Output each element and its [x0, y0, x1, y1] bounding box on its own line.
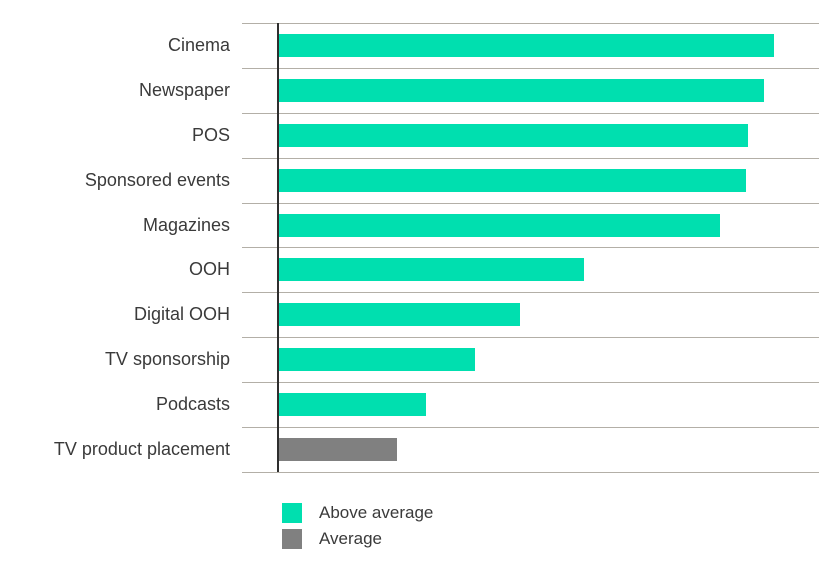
legend-label-average: Average	[319, 529, 383, 548]
category-label-tv-product-placement: TV product placement	[53, 438, 230, 459]
chart-row-tv-sponsorship: TV sponsorship	[0, 337, 819, 382]
chart-row-ooh: OOH	[0, 247, 819, 292]
gridline	[242, 337, 819, 339]
bar-digital-ooh	[279, 303, 520, 327]
average-swatch	[282, 529, 302, 549]
category-label-podcasts: Podcasts	[155, 394, 230, 415]
chart-row-digital-ooh: Digital OOH	[0, 292, 819, 337]
gridline	[242, 67, 819, 69]
gridline	[242, 427, 819, 429]
gridline	[242, 382, 819, 384]
bar-sponsored-events	[279, 168, 746, 192]
bar-cinema	[279, 33, 774, 57]
bar-newspaper	[279, 78, 764, 102]
category-label-digital-ooh: Digital OOH	[133, 304, 230, 325]
gridline	[242, 23, 819, 24]
bar-tv-sponsorship	[279, 348, 475, 372]
category-label-newspaper: Newspaper	[138, 79, 230, 100]
bottom-gridline	[242, 472, 819, 473]
chart-row-podcasts: Podcasts	[0, 382, 819, 427]
gridline	[242, 157, 819, 159]
legend-label-above-average: Above average	[319, 503, 434, 522]
bar-tv-product-placement	[279, 437, 397, 461]
gridline	[242, 292, 819, 294]
category-label-pos: POS	[191, 124, 230, 145]
chart-row-sponsored-events: Sponsored events	[0, 157, 819, 203]
bar-podcasts	[279, 393, 426, 417]
plot-area: Cinema Newspaper POS Sponsored events Magazi…	[0, 23, 819, 472]
legend-item-above-average: Above average	[282, 503, 433, 523]
category-label-cinema: Cinema	[167, 34, 230, 55]
legend-item-average: Average	[282, 529, 433, 549]
gridline	[242, 247, 819, 249]
category-label-magazines: Magazines	[142, 214, 230, 235]
category-axis-line	[277, 23, 279, 473]
bar-ooh	[279, 258, 584, 282]
legend: Above average Average	[282, 503, 433, 549]
gridline	[242, 202, 819, 204]
chart-row-tv-product-placement: TV product placement	[0, 427, 819, 472]
chart-row-magazines: Magazines	[0, 202, 819, 248]
category-label-sponsored-events: Sponsored events	[84, 169, 230, 190]
category-label-tv-sponsorship: TV sponsorship	[104, 349, 230, 370]
bar-pos	[279, 123, 748, 147]
bar-magazines	[279, 213, 720, 237]
above-average-swatch	[282, 503, 302, 523]
gridline	[242, 112, 819, 114]
chart-row-newspaper: Newspaper	[0, 67, 819, 113]
chart-row-cinema: Cinema	[0, 23, 819, 68]
category-label-ooh: OOH	[188, 259, 230, 280]
chart-row-pos: POS	[0, 112, 819, 158]
